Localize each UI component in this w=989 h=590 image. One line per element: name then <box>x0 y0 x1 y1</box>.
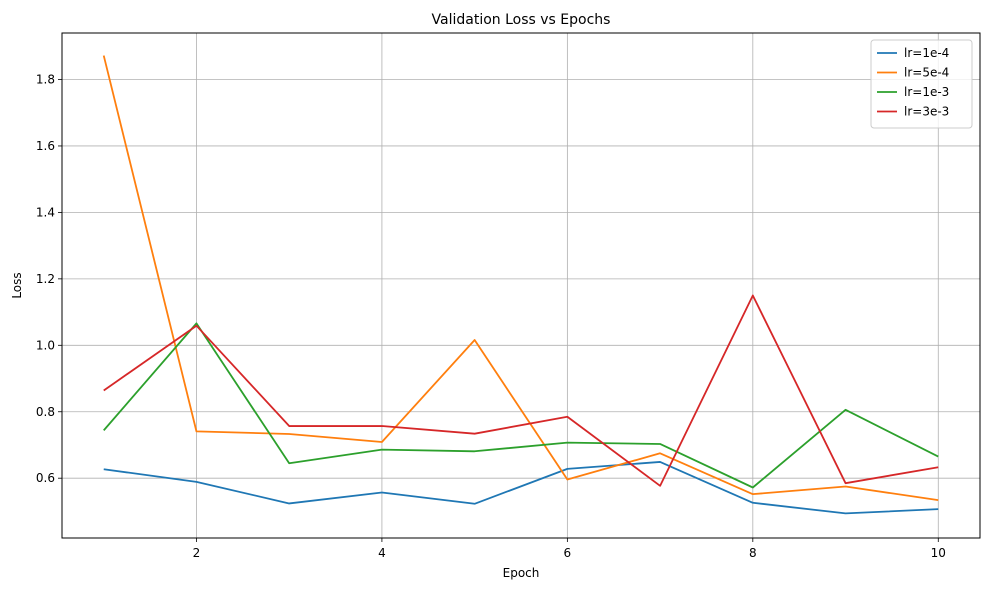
legend-label: lr=1e-4 <box>904 46 949 60</box>
chart-title: Validation Loss vs Epochs <box>432 12 611 28</box>
legend-label: lr=5e-4 <box>904 66 949 80</box>
series-line-3 <box>103 294 939 487</box>
y-tick-label: 1.4 <box>36 205 55 219</box>
y-tick-label: 1.2 <box>36 272 55 286</box>
legend-label: lr=1e-3 <box>904 85 949 99</box>
plot-frame <box>61 32 981 539</box>
x-tick-label: 4 <box>378 546 386 560</box>
series-line-2 <box>103 322 939 489</box>
x-axis-label: Epoch <box>503 566 540 580</box>
y-tick-label: 1.6 <box>36 139 55 153</box>
x-tick-label: 8 <box>749 546 757 560</box>
y-tick-label: 1.0 <box>36 338 55 352</box>
x-tick-label: 6 <box>564 546 572 560</box>
y-tick-label: 0.6 <box>36 471 55 485</box>
y-tick-label: 0.8 <box>36 405 55 419</box>
series-line-0 <box>103 461 939 515</box>
series-line-1 <box>102 55 939 502</box>
series-lines <box>102 55 939 515</box>
y-tick-label: 1.8 <box>36 73 55 87</box>
x-tick-label: 2 <box>193 546 201 560</box>
y-axis-label: Loss <box>10 272 24 298</box>
axis-ticks: 2 4 6 8 10 0.6 0.8 1.0 1.2 1.4 1.6 1.8 <box>36 73 946 560</box>
legend: lr=1e-4 lr=5e-4 lr=1e-3 lr=3e-3 <box>870 39 973 129</box>
legend-box <box>870 39 973 129</box>
legend-label: lr=3e-3 <box>904 105 949 119</box>
x-tick-label: 10 <box>931 546 946 560</box>
grid <box>62 33 980 538</box>
